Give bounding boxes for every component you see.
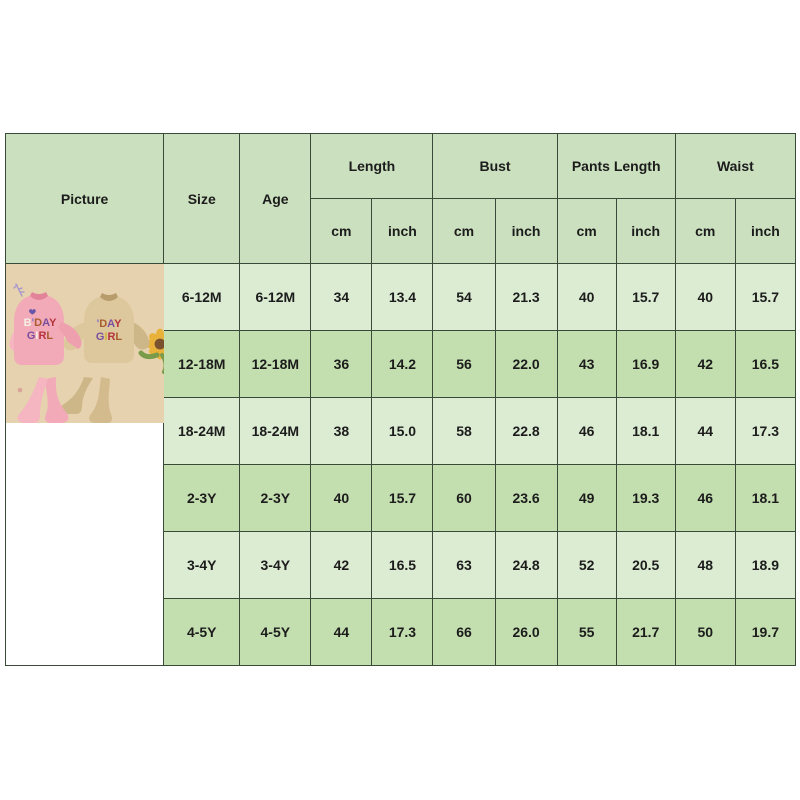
svg-text:B'DAY: B'DAY [24,317,57,329]
svg-text:GIRL: GIRL [27,330,54,342]
svg-text:GIRL: GIRL [96,331,123,343]
svg-text:'DAY: 'DAY [97,318,123,330]
